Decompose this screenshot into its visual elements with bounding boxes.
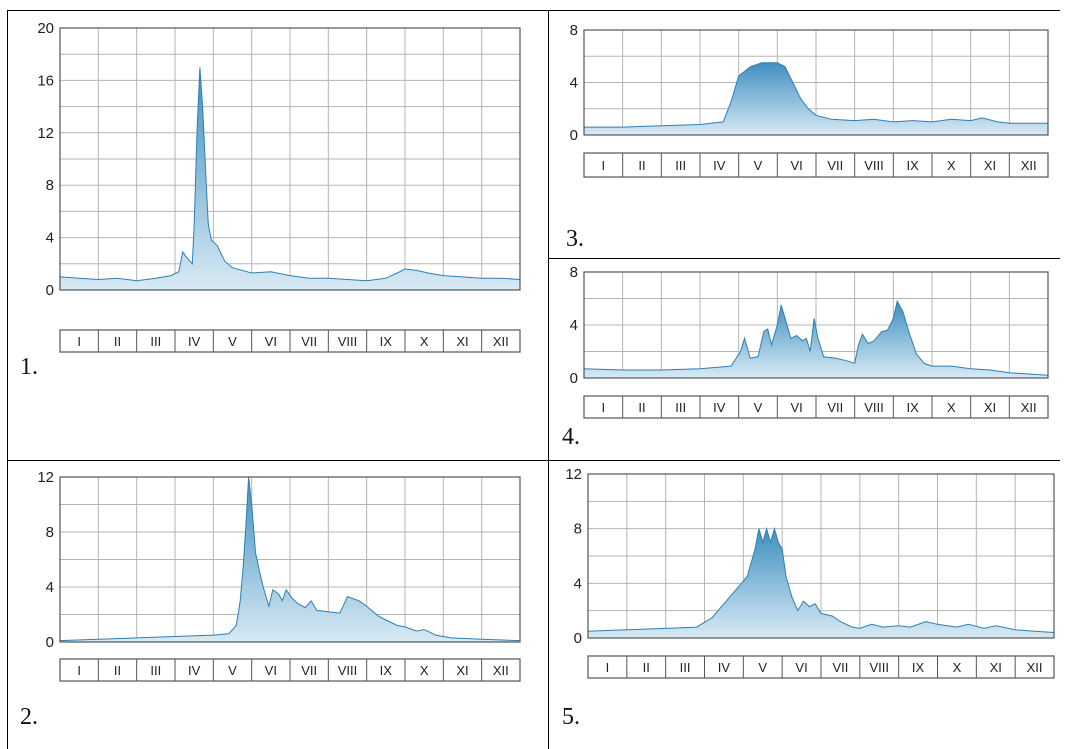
month-label: IV bbox=[188, 334, 201, 349]
month-label: VIII bbox=[869, 660, 889, 675]
month-label: V bbox=[758, 660, 767, 675]
month-label: X bbox=[947, 158, 956, 173]
month-label: III bbox=[150, 663, 161, 678]
y-tick-label: 4 bbox=[570, 317, 578, 334]
month-label: XI bbox=[984, 400, 996, 415]
month-label: X bbox=[420, 334, 429, 349]
month-label: V bbox=[228, 334, 237, 349]
month-label: II bbox=[643, 660, 650, 675]
month-label: IV bbox=[718, 660, 731, 675]
y-tick-label: 4 bbox=[46, 579, 54, 596]
month-label: VI bbox=[265, 334, 277, 349]
month-label: I bbox=[77, 334, 81, 349]
month-label: IX bbox=[907, 400, 920, 415]
month-label: II bbox=[638, 400, 645, 415]
y-tick-label: 0 bbox=[570, 127, 578, 144]
chart-panel-2: 0 4 8 12 I II III IV V VI VII VIII IX X XI XII 2. bbox=[0, 460, 548, 749]
y-tick-label: 4 bbox=[570, 75, 578, 92]
month-label: IX bbox=[907, 158, 920, 173]
month-label: V bbox=[754, 158, 763, 173]
y-tick-label: 0 bbox=[570, 370, 578, 387]
month-label: VI bbox=[791, 400, 803, 415]
month-label: VII bbox=[832, 660, 848, 675]
y-tick-label: 4 bbox=[46, 230, 54, 247]
panel-label-3: 3. bbox=[566, 226, 584, 253]
month-label: VIII bbox=[864, 400, 884, 415]
y-tick-label: 4 bbox=[574, 575, 582, 592]
month-label: VII bbox=[301, 663, 317, 678]
month-label: II bbox=[638, 158, 645, 173]
month-label: III bbox=[680, 660, 691, 675]
chart-panel-3: 0 4 8 I II III IV V VI VII VIII IX X XI XII 3. bbox=[548, 0, 1060, 258]
month-label: VI bbox=[795, 660, 807, 675]
month-label: X bbox=[420, 663, 429, 678]
month-label: VIII bbox=[864, 158, 884, 173]
chart-panel-1: 0 4 8 12 16 20 I II III IV V VI VII VIII IX X XI XII 1. bbox=[0, 0, 548, 460]
panel-label-2: 2. bbox=[20, 704, 38, 731]
month-label: XII bbox=[1021, 400, 1037, 415]
month-label: XII bbox=[1027, 660, 1043, 675]
month-label: IV bbox=[713, 400, 726, 415]
chart-panel-4: 0 4 8 I II III IV V VI VII VIII IX X XI XII 4. bbox=[548, 258, 1060, 460]
month-label: VIII bbox=[338, 663, 358, 678]
month-label: XII bbox=[493, 663, 509, 678]
month-label: IX bbox=[380, 663, 393, 678]
chart-panel-5: 0 4 8 12 I II III IV V VI VII VIII IX X XI XII 5. bbox=[548, 460, 1060, 749]
month-label: III bbox=[150, 334, 161, 349]
y-tick-label: 8 bbox=[46, 177, 54, 194]
month-label: XI bbox=[456, 334, 468, 349]
month-label: VII bbox=[827, 158, 843, 173]
month-label: VII bbox=[827, 400, 843, 415]
month-label: IX bbox=[380, 334, 393, 349]
month-label: III bbox=[675, 158, 686, 173]
panel-label-5: 5. bbox=[562, 704, 580, 731]
month-label: III bbox=[675, 400, 686, 415]
y-tick-label: 8 bbox=[574, 521, 582, 538]
month-label: VIII bbox=[338, 334, 358, 349]
month-label: V bbox=[754, 400, 763, 415]
month-label: X bbox=[947, 400, 956, 415]
month-label: II bbox=[114, 663, 121, 678]
month-label: VII bbox=[301, 334, 317, 349]
month-label: XI bbox=[456, 663, 468, 678]
panel-label-4: 4. bbox=[562, 424, 580, 451]
month-label: IV bbox=[713, 158, 726, 173]
chart-svg-1: 048121620I II III IV V VI VII VIII IX X XI XII bbox=[0, 0, 548, 460]
y-tick-label: 8 bbox=[46, 524, 54, 541]
y-tick-label: 0 bbox=[574, 630, 582, 647]
y-tick-label: 12 bbox=[37, 125, 54, 142]
month-label: I bbox=[606, 660, 610, 675]
month-label: XI bbox=[984, 158, 996, 173]
month-label: XII bbox=[493, 334, 509, 349]
y-tick-label: 8 bbox=[570, 264, 578, 281]
month-label: VI bbox=[265, 663, 277, 678]
month-label: IX bbox=[912, 660, 925, 675]
y-tick-label: 12 bbox=[37, 469, 54, 486]
y-tick-label: 20 bbox=[37, 20, 54, 37]
month-label: VI bbox=[791, 158, 803, 173]
month-label: I bbox=[77, 663, 81, 678]
y-tick-label: 8 bbox=[570, 22, 578, 39]
month-label: II bbox=[114, 334, 121, 349]
y-tick-label: 0 bbox=[46, 282, 54, 299]
month-label: XI bbox=[990, 660, 1002, 675]
month-label: I bbox=[602, 400, 606, 415]
y-tick-label: 12 bbox=[565, 466, 582, 483]
month-label: X bbox=[953, 660, 962, 675]
y-tick-label: 0 bbox=[46, 634, 54, 651]
panel-label-1: 1. bbox=[20, 354, 38, 381]
month-label: IV bbox=[188, 663, 201, 678]
month-label: XII bbox=[1021, 158, 1037, 173]
month-label: V bbox=[228, 663, 237, 678]
y-tick-label: 16 bbox=[37, 72, 54, 89]
month-label: I bbox=[602, 158, 606, 173]
